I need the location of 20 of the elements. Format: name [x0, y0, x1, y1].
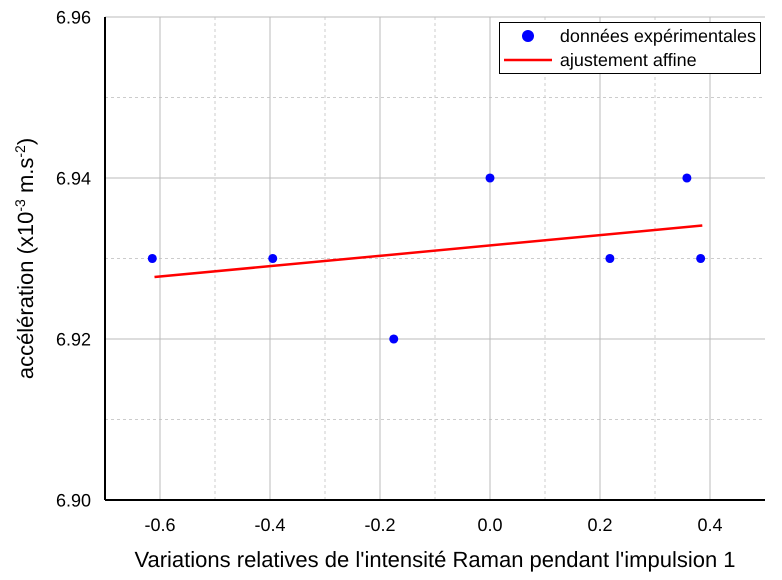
x-axis-title: Variations relatives de l'intensité Raman pendant l'impulsion 1	[134, 547, 736, 572]
x-tick-label: -0.6	[144, 514, 176, 535]
y-tick-label: 6.90	[56, 490, 91, 510]
point	[605, 254, 614, 264]
point	[148, 254, 157, 264]
y-tick-label: 6.94	[56, 168, 91, 188]
x-tick-label: 0.4	[697, 514, 723, 535]
point	[682, 173, 692, 183]
y-tick-label: 6.92	[56, 329, 91, 350]
point	[485, 173, 495, 183]
x-tick-label: 0.0	[477, 514, 503, 535]
legend-label: données expérimentales	[560, 25, 756, 48]
y-tick-label: 6.96	[56, 7, 91, 28]
x-tick-label: -0.4	[254, 514, 286, 535]
point	[268, 254, 278, 264]
point	[696, 254, 706, 264]
legend-label: ajustement affine	[560, 49, 697, 72]
x-tick-label: 0.2	[587, 514, 613, 535]
x-tick-label: -0.2	[364, 514, 396, 535]
point	[389, 334, 398, 344]
